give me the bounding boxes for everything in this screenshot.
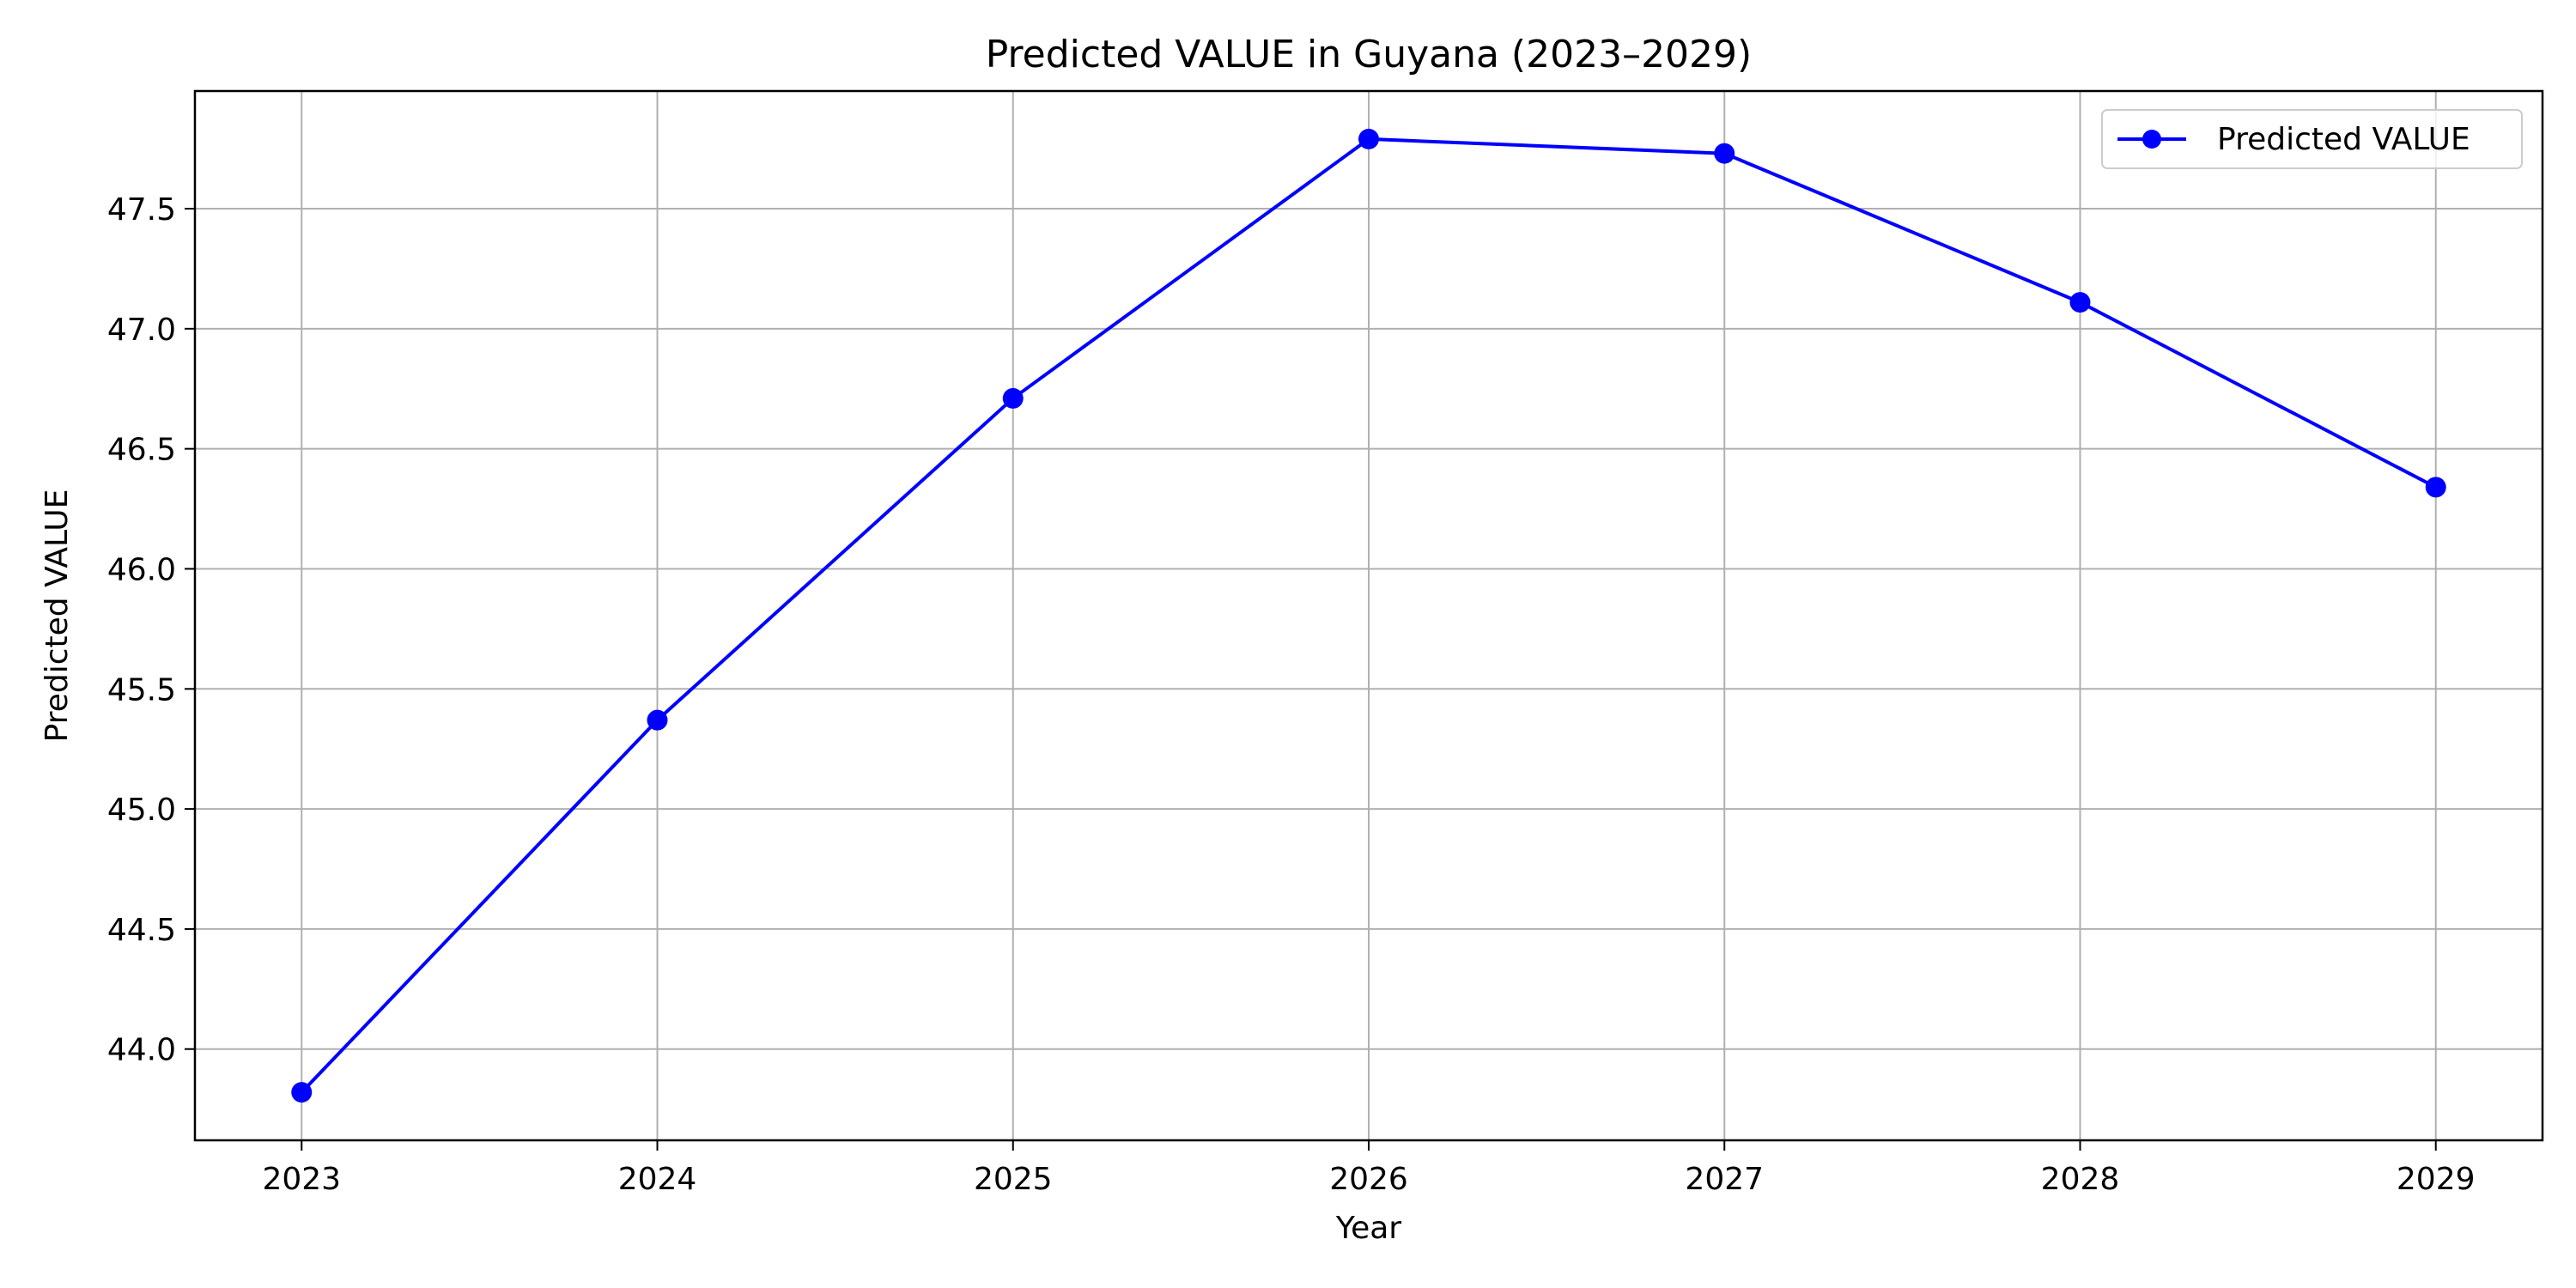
data-point-2024 [647, 709, 668, 731]
y-tick-label: 45.0 [107, 793, 176, 828]
y-tick-label: 46.0 [107, 552, 176, 587]
y-tick-label: 44.5 [107, 913, 176, 948]
grid-lines [195, 91, 2543, 1140]
x-tick-label: 2027 [1685, 1162, 1764, 1197]
x-tick-label: 2029 [2397, 1162, 2476, 1197]
data-point-2029 [2425, 477, 2446, 498]
y-tick-label: 45.5 [107, 672, 176, 708]
x-tick-label: 2025 [974, 1162, 1053, 1197]
chart-title: Predicted VALUE in Guyana (2023–2029) [986, 33, 1752, 76]
data-point-2026 [1358, 128, 1379, 149]
data-point-2028 [2069, 292, 2091, 313]
y-axis-ticks: 44.0 44.5 45.0 45.5 46.0 46.5 47.0 47.5 [107, 192, 195, 1068]
y-tick-label: 47.0 [107, 313, 176, 348]
x-tick-label: 2023 [262, 1162, 341, 1197]
x-tick-label: 2028 [2041, 1162, 2120, 1197]
x-tick-label: 2024 [618, 1162, 697, 1197]
x-tick-label: 2026 [1329, 1162, 1408, 1197]
data-point-2025 [1002, 387, 1024, 409]
data-point-2023 [291, 1082, 313, 1103]
x-axis-ticks: 2023 2024 2025 2026 2027 2028 2029 [262, 1140, 2476, 1197]
x-axis-label: Year [1335, 1211, 1401, 1246]
legend-marker-swatch [2142, 130, 2161, 149]
series-layer [291, 128, 2446, 1103]
data-point-2027 [1714, 143, 1735, 164]
y-axis-label: Predicted VALUE [39, 489, 75, 743]
legend: Predicted VALUE [2101, 109, 2523, 169]
legend-box [2101, 109, 2523, 169]
legend-label: Predicted VALUE [2217, 122, 2470, 157]
y-tick-label: 44.0 [107, 1033, 176, 1068]
y-tick-label: 47.5 [107, 192, 176, 228]
y-tick-label: 46.5 [107, 433, 176, 468]
